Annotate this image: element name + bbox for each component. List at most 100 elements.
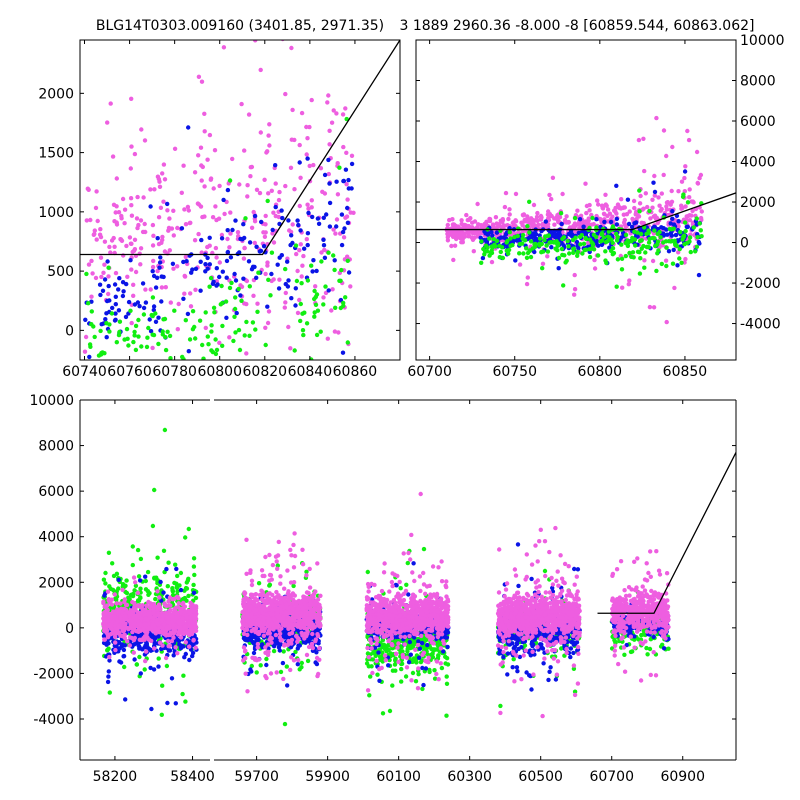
green-point <box>404 582 409 587</box>
magenta-point <box>560 191 565 197</box>
green-point <box>256 581 262 586</box>
green-point <box>253 327 258 332</box>
green-point <box>444 656 450 661</box>
magenta-point <box>168 630 173 635</box>
magenta-point <box>617 205 622 210</box>
magenta-point <box>631 198 637 204</box>
magenta-point <box>191 628 196 633</box>
magenta-point <box>299 274 304 279</box>
magenta-point <box>118 601 123 606</box>
magenta-point <box>489 259 495 265</box>
blue-point <box>533 231 538 236</box>
panel-top-left: BLG14T0303.009160 (3401.85, 2971.35) 607… <box>38 18 401 380</box>
green-point <box>249 663 254 669</box>
magenta-point <box>457 234 462 239</box>
magenta-point <box>513 191 519 197</box>
magenta-point <box>165 624 170 629</box>
green-point <box>524 255 530 260</box>
green-point <box>137 654 142 660</box>
magenta-point <box>157 184 163 189</box>
magenta-point <box>88 217 93 223</box>
magenta-point <box>199 163 204 168</box>
green-point <box>213 337 218 342</box>
blue-point <box>137 578 143 583</box>
blue-point <box>543 219 548 224</box>
magenta-point <box>173 645 178 650</box>
blue-point <box>221 197 226 203</box>
model-curve <box>416 192 736 231</box>
magenta-point <box>132 247 138 252</box>
magenta-point <box>98 234 104 240</box>
magenta-point <box>584 203 590 209</box>
magenta-point <box>344 182 349 187</box>
magenta-point <box>129 241 134 246</box>
magenta-point <box>217 340 222 345</box>
green-point <box>256 270 261 275</box>
magenta-point <box>650 258 656 264</box>
green-point <box>332 267 337 273</box>
blue-point <box>171 653 176 658</box>
green-point <box>101 577 107 582</box>
magenta-point <box>92 231 97 237</box>
green-point <box>633 243 638 248</box>
magenta-point <box>102 628 107 633</box>
green-point <box>652 228 657 233</box>
blue-point <box>310 214 315 220</box>
green-point <box>153 596 158 602</box>
blue-point <box>137 304 142 309</box>
magenta-point <box>198 145 204 150</box>
blue-point <box>126 299 132 305</box>
magenta-point <box>203 325 208 331</box>
magenta-point <box>298 175 303 180</box>
blue-point <box>151 273 157 279</box>
green-point <box>209 348 214 353</box>
green-point <box>619 256 625 261</box>
magenta-point <box>112 614 117 619</box>
magenta-point <box>479 225 484 230</box>
green-point <box>555 241 560 247</box>
blue-point <box>83 317 88 322</box>
blue-point <box>119 642 125 648</box>
blue-point <box>311 258 316 263</box>
green-point <box>141 312 147 317</box>
magenta-point <box>196 153 201 158</box>
magenta-point <box>187 220 192 226</box>
magenta-point <box>271 210 276 215</box>
magenta-point <box>571 223 576 229</box>
blue-point <box>87 354 92 360</box>
blue-point <box>145 645 150 650</box>
magenta-point <box>687 195 692 200</box>
magenta-point <box>288 346 293 351</box>
green-point <box>337 165 342 170</box>
blue-point <box>316 221 322 226</box>
green-point <box>243 216 248 221</box>
blue-point <box>178 587 184 593</box>
blue-point <box>198 288 203 293</box>
magenta-point <box>536 222 541 227</box>
magenta-point <box>178 635 184 640</box>
blue-point <box>106 283 111 289</box>
magenta-point <box>171 627 176 632</box>
magenta-point <box>133 617 139 623</box>
magenta-point <box>572 287 578 292</box>
magenta-point <box>289 137 294 142</box>
blue-point <box>559 221 564 227</box>
blue-point <box>165 201 170 207</box>
green-point <box>145 569 151 575</box>
green-point <box>598 239 603 244</box>
magenta-point <box>129 96 134 102</box>
magenta-point <box>460 232 466 237</box>
green-point <box>565 238 570 244</box>
blue-point <box>240 237 245 242</box>
blue-point <box>345 205 350 211</box>
green-point <box>487 236 492 241</box>
magenta-point <box>502 204 508 210</box>
magenta-point <box>651 214 656 219</box>
blue-point <box>224 258 230 264</box>
magenta-point <box>242 148 247 153</box>
green-point <box>207 284 212 289</box>
green-point <box>380 711 386 716</box>
blue-point <box>289 233 294 238</box>
magenta-point <box>143 658 148 664</box>
blue-point <box>207 262 212 267</box>
